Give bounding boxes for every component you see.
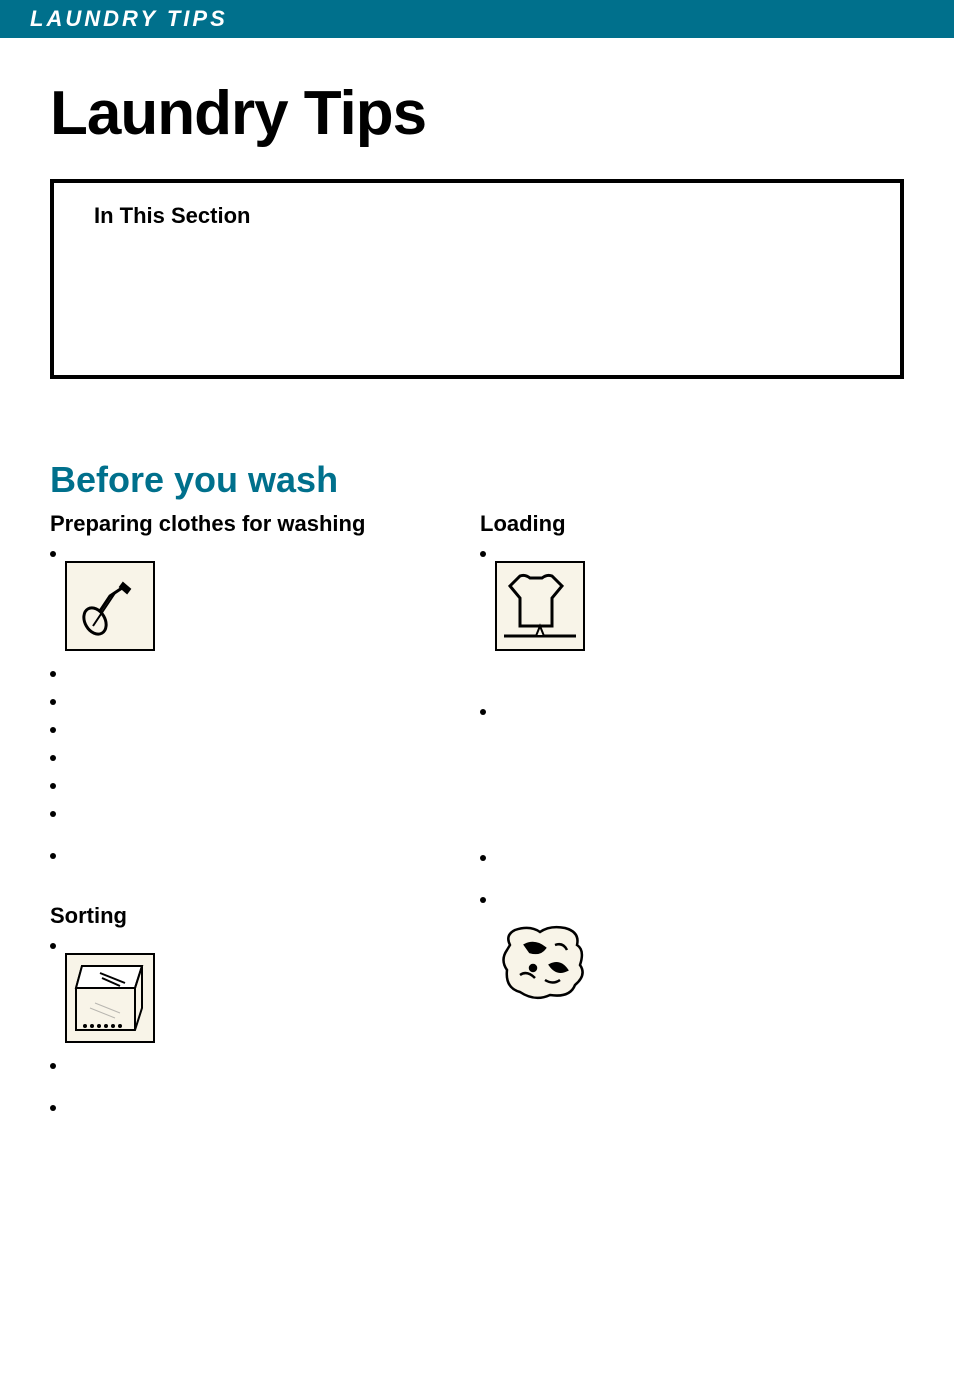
preparing-bullets — [50, 663, 430, 859]
in-this-section-box: In This Section — [50, 179, 904, 379]
bullet-dot — [50, 853, 56, 859]
bullet-dot — [480, 855, 486, 861]
columns-container: Preparing clothes for washing — [50, 511, 904, 1125]
loading-heading: Loading — [480, 511, 904, 537]
list-item — [50, 775, 430, 789]
before-you-wash-heading: Before you wash — [50, 459, 904, 501]
bullet-dot — [50, 783, 56, 789]
safety-pin-icon — [65, 561, 155, 651]
loading-bullets-bottom — [480, 847, 904, 903]
fabric-swatch-icon — [65, 953, 155, 1043]
right-column: Loading — [480, 511, 904, 1125]
bullet-with-icon — [50, 935, 430, 949]
shirt-box-icon — [495, 561, 585, 651]
bullet-dot — [50, 755, 56, 761]
header-bar: LAUNDRY TIPS — [0, 0, 954, 38]
bullet-with-icon — [480, 543, 904, 557]
bullet-dot — [50, 671, 56, 677]
clothes-pile-icon — [495, 917, 595, 1007]
list-item — [50, 845, 430, 859]
list-item — [50, 691, 430, 705]
bullet-dot — [50, 699, 56, 705]
bullet-dot — [50, 727, 56, 733]
list-item — [50, 803, 430, 817]
bullet-dot — [50, 943, 56, 949]
sorting-heading: Sorting — [50, 903, 430, 929]
bullet-dot — [480, 897, 486, 903]
page-content: Laundry Tips In This Section Before you … — [0, 38, 954, 1125]
bullet-dot — [480, 551, 486, 557]
list-item — [50, 1055, 430, 1069]
bullet-dot — [50, 811, 56, 817]
list-item — [50, 747, 430, 761]
left-column: Preparing clothes for washing — [50, 511, 430, 1125]
sorting-bullets — [50, 1055, 430, 1111]
bullet-dot — [50, 1063, 56, 1069]
preparing-heading: Preparing clothes for washing — [50, 511, 430, 537]
header-bar-text: LAUNDRY TIPS — [30, 6, 228, 31]
bullet-dot — [50, 1105, 56, 1111]
list-item — [50, 663, 430, 677]
list-item — [480, 701, 904, 715]
bullet-dot — [50, 551, 56, 557]
list-item — [50, 1097, 430, 1111]
page-title: Laundry Tips — [50, 78, 904, 149]
list-item — [50, 719, 430, 733]
loading-bullets-mid — [480, 701, 904, 715]
bullet-with-icon — [50, 543, 430, 557]
section-box-title: In This Section — [94, 203, 860, 229]
list-item — [480, 847, 904, 861]
bullet-dot — [480, 709, 486, 715]
list-item — [480, 889, 904, 903]
